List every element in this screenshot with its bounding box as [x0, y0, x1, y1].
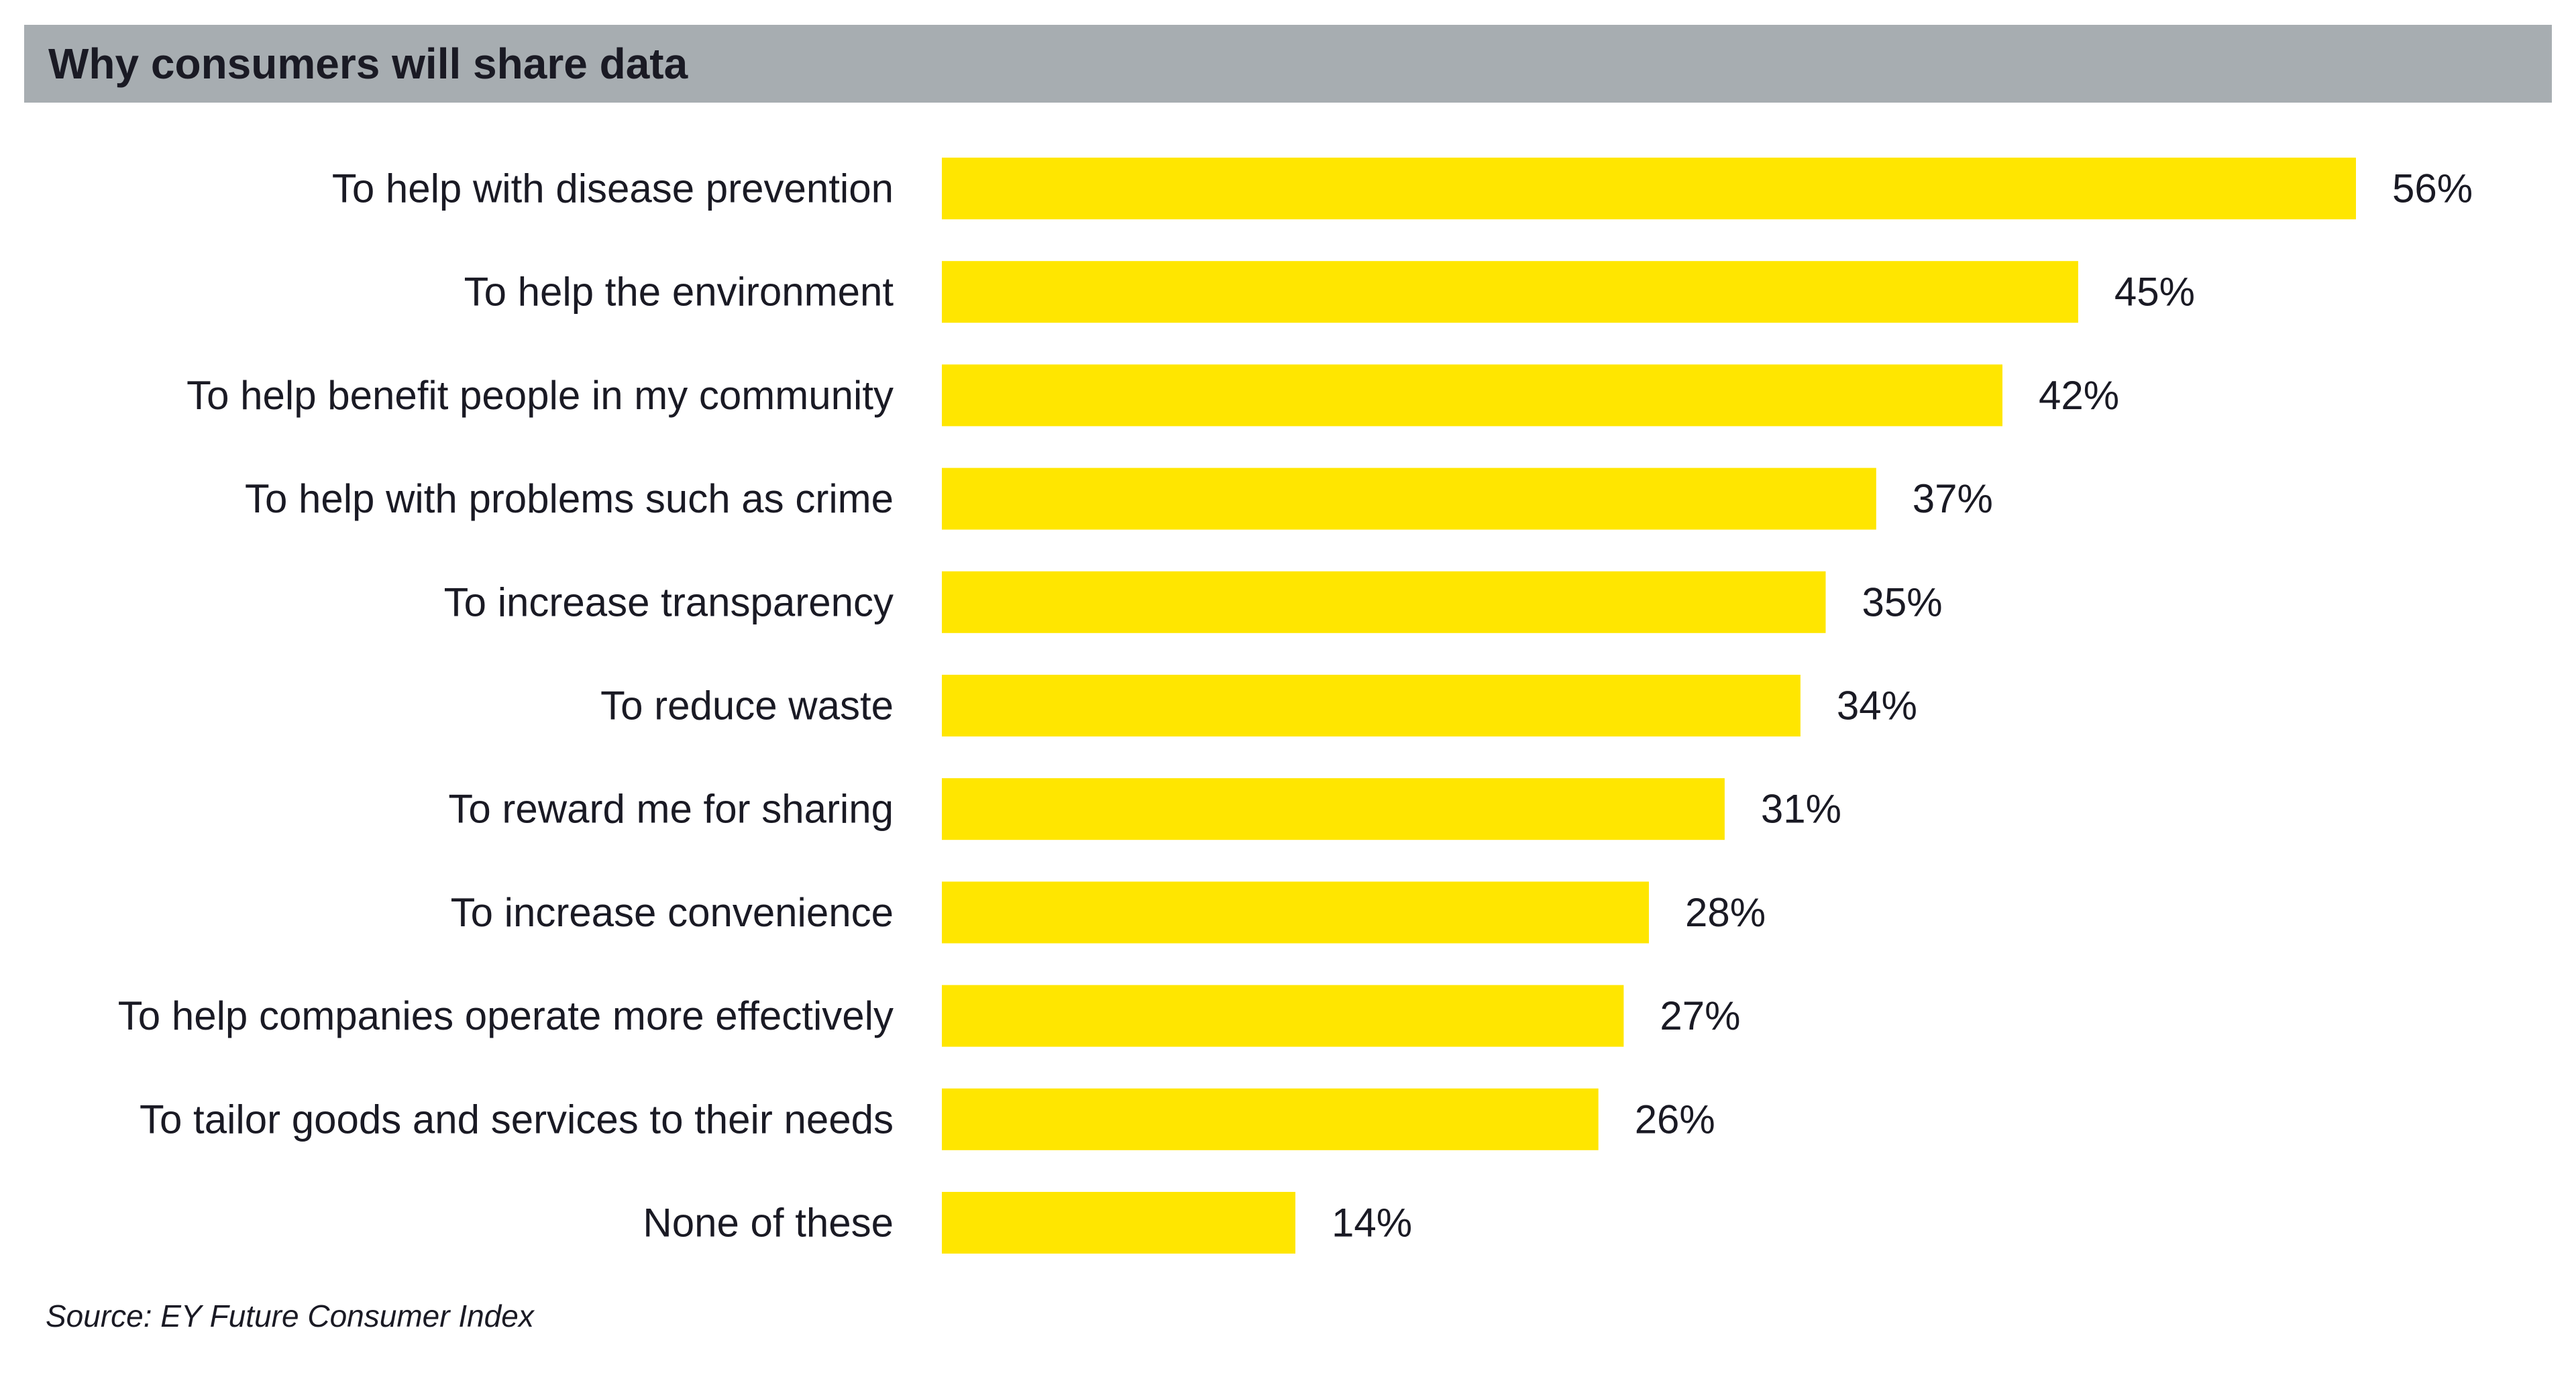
bar — [942, 881, 1649, 944]
chart-title-bar: Why consumers will share data — [24, 25, 2552, 103]
bar — [942, 778, 1725, 840]
bar — [942, 1192, 1295, 1254]
chart-title: Why consumers will share data — [48, 40, 688, 88]
value-label: 31% — [1761, 787, 1841, 832]
bar — [942, 1088, 1599, 1150]
value-label: 45% — [2114, 270, 2195, 315]
category-label: To reduce waste — [600, 683, 894, 728]
source-note: Source: EY Future Consumer Index — [46, 1299, 534, 1333]
value-label: 35% — [1862, 580, 1943, 624]
bar — [942, 675, 1801, 736]
bar — [942, 571, 1826, 633]
category-label: To help the environment — [464, 270, 894, 315]
bar — [942, 985, 1624, 1047]
category-label: None of these — [643, 1201, 894, 1246]
category-label: To help with disease prevention — [332, 166, 894, 211]
bar — [942, 468, 1876, 530]
bar — [942, 158, 2356, 219]
category-label: To reward me for sharing — [448, 787, 894, 832]
category-label: To increase convenience — [451, 890, 894, 935]
value-label: 26% — [1635, 1097, 1715, 1142]
bar — [942, 364, 2002, 427]
value-label: 34% — [1837, 683, 1917, 728]
value-label: 14% — [1332, 1201, 1412, 1246]
value-label: 37% — [1913, 476, 1993, 521]
category-label: To tailor goods and services to their ne… — [140, 1097, 894, 1142]
value-label: 42% — [2039, 373, 2119, 418]
value-label: 28% — [1685, 890, 1766, 935]
category-label: To help with problems such as crime — [245, 476, 894, 521]
bar — [942, 261, 2078, 323]
value-label: 27% — [1660, 993, 1740, 1038]
category-label: To help companies operate more effective… — [118, 993, 894, 1038]
value-label: 56% — [2392, 166, 2473, 211]
category-label: To help benefit people in my community — [186, 373, 894, 418]
category-label: To increase transparency — [444, 580, 894, 624]
